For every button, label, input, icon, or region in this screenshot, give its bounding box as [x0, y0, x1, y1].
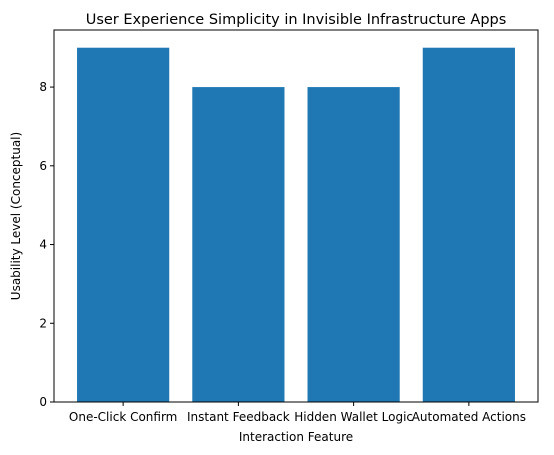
x-tick-label: Instant Feedback	[187, 410, 290, 424]
x-axis-label: Interaction Feature	[239, 430, 353, 444]
bar-automated-actions	[422, 47, 515, 402]
bar-one-click-confirm	[77, 47, 170, 402]
y-tick-label: 6	[39, 159, 47, 173]
y-tick-label: 2	[39, 316, 47, 330]
bar-instant-feedback	[192, 87, 285, 402]
bar-hidden-wallet-logic	[307, 87, 400, 402]
bars-group	[77, 47, 515, 402]
y-tick-label: 4	[39, 238, 47, 252]
y-tick-label: 8	[39, 80, 47, 94]
x-tick-label: Automated Actions	[412, 410, 526, 424]
plot-frame	[53, 29, 539, 403]
x-tick-label: Hidden Wallet Logic	[294, 410, 413, 424]
y-axis-label: Usability Level (Conceptual)	[9, 132, 23, 300]
x-tick-label: One-Click Confirm	[69, 410, 177, 424]
ticks-group: One-Click Confirm Instant Feedback Hidden …	[39, 80, 526, 424]
y-tick-label: 0	[39, 395, 47, 409]
chart-title: User Experience Simplicity in Invisible …	[86, 12, 507, 28]
